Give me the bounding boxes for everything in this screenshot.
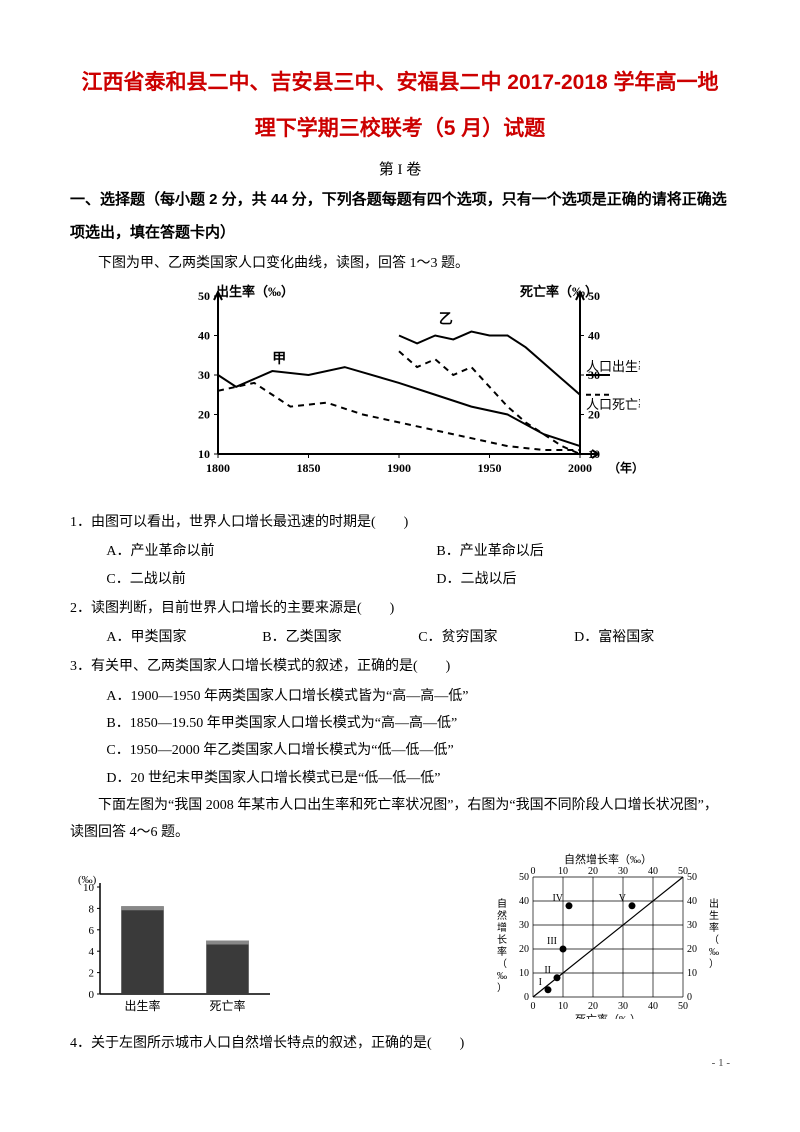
svg-text:II: II [544,964,551,975]
svg-text:1950: 1950 [478,461,502,475]
svg-text:（: （ [497,958,507,970]
svg-text:50: 50 [198,289,210,303]
svg-text:0: 0 [524,992,529,1003]
chart-growth-scatter: 自然增长率（‰）00001010101020202020303030304040… [485,849,730,1024]
svg-text:长: 长 [497,934,507,946]
svg-text:1850: 1850 [297,461,321,475]
svg-text:30: 30 [618,1001,628,1012]
svg-text:10: 10 [198,447,210,461]
svg-text:0: 0 [531,1001,536,1012]
exam-title-line1: 江西省泰和县二中、吉安县三中、安福县二中 2017-2018 学年高一地 [70,60,730,106]
svg-text:增: 增 [497,921,507,934]
svg-text:死亡率: 死亡率 [209,998,245,1013]
svg-text:40: 40 [588,328,600,342]
q1-stem: 1．由图可以看出，世界人口增长最迅速的时期是( ) [70,509,730,536]
intro-q4-6: 下面左图为“我国 2008 年某市人口出生率和死亡率状况图”，右图为“我国不同阶… [70,792,730,847]
svg-text:（年）: （年） [608,460,640,475]
q1-opt-b: B．产业革命以后 [400,538,730,565]
section-1-heading: 一、选择题（每小题 2 分，共 44 分，下列各题每题有四个选项，只有一个选项是… [70,183,730,249]
svg-text:）: ） [709,958,719,970]
svg-text:50: 50 [678,866,688,877]
svg-text:10: 10 [83,882,95,894]
svg-text:30: 30 [198,368,210,382]
svg-text:50: 50 [519,872,529,883]
svg-text:40: 40 [687,896,697,907]
svg-text:死亡率（‰）: 死亡率（‰） [520,284,598,299]
q1-opt-c: C．二战以前 [70,566,400,593]
svg-text:（: （ [709,934,719,946]
svg-text:0: 0 [531,866,536,877]
svg-text:生: 生 [709,909,719,922]
q3-opt-b: B．1850—19.50 年甲类国家人口增长模式为“高—高—低” [70,710,730,737]
svg-text:）: ） [497,982,507,994]
svg-text:20: 20 [588,866,598,877]
svg-text:0: 0 [89,989,95,1001]
svg-text:10: 10 [588,447,600,461]
svg-text:20: 20 [198,407,210,421]
svg-text:8: 8 [89,903,95,915]
svg-text:6: 6 [89,924,95,936]
svg-text:40: 40 [198,328,210,342]
svg-text:20: 20 [687,944,697,955]
part-label: 第 I 卷 [70,158,730,179]
svg-text:30: 30 [687,920,697,931]
svg-text:1900: 1900 [387,461,411,475]
q3-opt-d: D．20 世纪末甲类国家人口增长模式已是“低—低—低” [70,765,730,792]
q2-opt-c: C．贫穷国家 [418,624,574,651]
exam-title-line2: 理下学期三校联考（5 月）试题 [70,106,730,152]
q2-opt-d: D．富裕国家 [574,624,730,651]
svg-text:自然增长率（‰）: 自然增长率（‰） [564,852,652,866]
q4-stem: 4．关于左图所示城市人口自然增长特点的叙述，正确的是( ) [70,1030,730,1057]
svg-text:III: III [547,936,557,947]
svg-text:50: 50 [678,1001,688,1012]
svg-text:人口出生率: 人口出生率 [586,359,640,374]
svg-text:V: V [619,892,627,903]
svg-text:出生率: 出生率 [124,998,160,1013]
svg-text:然: 然 [497,909,507,922]
svg-text:自: 自 [497,897,507,910]
svg-text:2: 2 [89,967,95,979]
svg-text:死亡率（‰）: 死亡率（‰） [575,1012,641,1019]
q2-stem: 2．读图判断，目前世界人口增长的主要来源是( ) [70,595,730,622]
q3-stem: 3．有关甲、乙两类国家人口增长模式的叙述，正确的是( ) [70,653,730,680]
svg-text:30: 30 [618,866,628,877]
q2-opt-b: B．乙类国家 [262,624,418,651]
svg-text:2000: 2000 [568,461,592,475]
svg-text:10: 10 [558,1001,568,1012]
svg-text:50: 50 [687,872,697,883]
svg-text:率: 率 [709,921,719,934]
svg-text:I: I [539,976,542,987]
page-number: - 1 - [712,1057,730,1069]
svg-text:40: 40 [519,896,529,907]
svg-text:10: 10 [558,866,568,877]
svg-text:人口死亡率: 人口死亡率 [586,397,640,412]
svg-text:40: 40 [648,866,658,877]
intro-q1-3: 下图为甲、乙两类国家人口变化曲线，读图，回答 1～3 题。 [70,251,730,278]
svg-text:10: 10 [519,968,529,979]
svg-text:30: 30 [519,920,529,931]
svg-text:1800: 1800 [206,461,230,475]
svg-text:出: 出 [709,897,719,910]
q1-opt-d: D．二战以后 [400,566,730,593]
q1-opt-a: A．产业革命以前 [70,538,400,565]
q3-opt-a: A．1900—1950 年两类国家人口增长模式皆为“高—高—低” [70,683,730,710]
chart-population-curves: 1010202030304040505018001850190019502000… [70,284,730,499]
svg-text:10: 10 [687,968,697,979]
svg-text:4: 4 [89,946,95,958]
q3-opt-c: C．1950—2000 年乙类国家人口增长模式为“低—低—低” [70,737,730,764]
svg-text:‰: ‰ [709,947,719,958]
svg-text:‰: ‰ [497,971,507,982]
svg-text:20: 20 [519,944,529,955]
chart-birth-death-bar: (‰)0246810出生率死亡率 [70,869,275,1024]
q2-opt-a: A．甲类国家 [106,624,262,651]
svg-text:出生率（‰）: 出生率（‰） [216,284,294,299]
svg-text:甲: 甲 [272,351,286,367]
svg-text:20: 20 [588,1001,598,1012]
svg-text:40: 40 [648,1001,658,1012]
svg-text:IV: IV [552,892,563,903]
svg-text:乙: 乙 [439,312,453,328]
svg-text:率: 率 [497,945,507,958]
